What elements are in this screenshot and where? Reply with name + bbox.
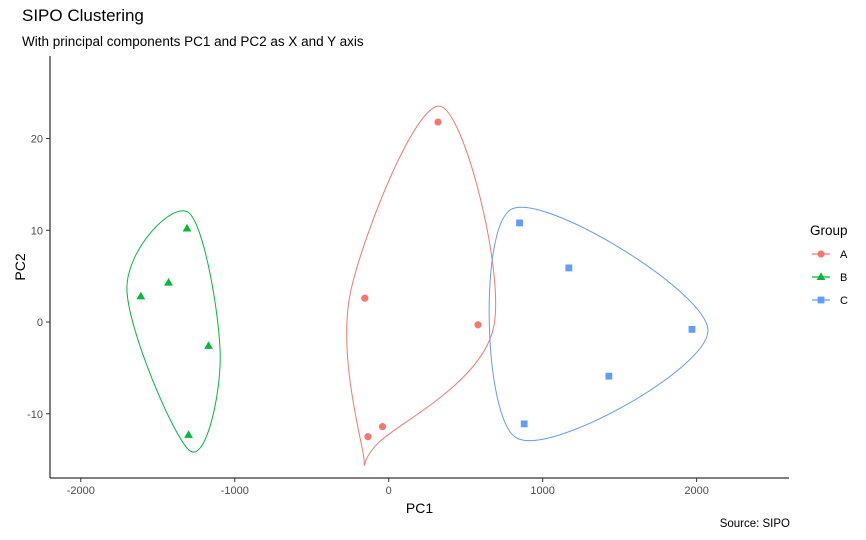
data-point-b [164,277,173,286]
legend-label: A [840,249,848,261]
x-tick-label: 2000 [684,485,708,497]
axes [49,56,789,479]
legend-title: Group [810,223,848,238]
data-point-a [361,294,369,302]
data-point-c [565,264,573,272]
x-tick-label: -1000 [221,485,249,497]
y-tick-label: 20 [31,134,43,146]
data-point-b [184,430,193,438]
data-point-a [474,321,482,329]
data-point-b [204,341,213,349]
chart-subtitle: With principal components PC1 and PC2 as… [22,34,364,49]
cluster-outline-a [346,105,497,466]
cluster-outline-c [488,206,709,442]
data-point-c [520,420,528,428]
x-tick-label: 0 [386,485,392,497]
x-tick-label: -2000 [67,485,95,497]
legend-key-marker [817,296,825,304]
chart-title: SIPO Clustering [22,6,144,25]
cluster-hulls [126,105,709,466]
x-axis-ticks: -2000 -1000 0 1000 2000 [67,478,709,497]
data-point-a [378,423,387,431]
cluster-outline-b [126,210,221,453]
data-point-c [516,219,523,227]
y-tick-label: -10 [27,409,43,421]
legend-key-marker [816,272,826,280]
data-point-a [364,433,372,441]
x-tick-label: 1000 [530,485,554,497]
y-axis-ticks: -10 0 10 20 [27,134,50,421]
x-axis-title: PC1 [406,500,433,516]
legend: Group ABC [810,223,848,307]
legend-key-marker [817,250,825,258]
chart-caption: Source: SIPO [719,518,790,530]
data-point-b [182,223,192,232]
data-point-b [136,291,146,300]
legend-label: C [840,295,848,307]
data-point-c [605,372,613,380]
y-axis-title: PC2 [12,253,28,280]
data-points [136,118,696,441]
legend-label: B [840,272,847,284]
data-point-a [434,118,442,126]
data-point-c [688,325,696,333]
y-tick-label: 0 [37,317,43,329]
y-tick-label: 10 [31,225,43,237]
